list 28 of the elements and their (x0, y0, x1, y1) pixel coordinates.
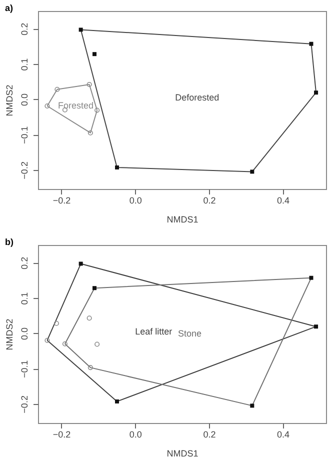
x-axis-title: NMDS1 (166, 448, 198, 458)
text: Leaf litter (135, 326, 172, 336)
x-tick-label: 0.4 (277, 196, 290, 206)
x-tick-label: −0.2 (52, 430, 71, 440)
chart-title: b) (5, 237, 14, 247)
y-axis-title: NMDS2 (4, 318, 14, 350)
x-tick-label: 0.2 (203, 430, 216, 440)
x-tick-label: −0.2 (52, 196, 71, 206)
y-axis-title: NMDS2 (4, 84, 14, 116)
y-tick-label: 0.2 (20, 256, 30, 270)
text: Stone (178, 328, 202, 339)
y-tick-label: 0.1 (20, 58, 30, 71)
y-tick-label: −0.1 (20, 360, 30, 378)
y-tick-label: 0.0 (20, 94, 30, 106)
y-tick-label: 0.2 (20, 22, 30, 36)
y-tick-label: −0.2 (20, 396, 30, 414)
text: Deforested (175, 92, 220, 103)
y-tick-label: 0.1 (20, 292, 30, 305)
chart-title: a) (5, 3, 14, 13)
x-tick-label: 0.0 (129, 430, 142, 440)
x-tick-label: 0.2 (203, 196, 216, 206)
y-tick-label: −0.1 (20, 126, 30, 144)
x-axis-title: NMDS1 (166, 214, 198, 224)
y-tick-label: −0.2 (20, 162, 30, 180)
x-tick-label: 0.0 (129, 196, 142, 206)
series-label: Forested (58, 100, 94, 111)
y-tick-label: 0.0 (20, 328, 30, 340)
x-tick-label: 0.4 (277, 430, 290, 440)
